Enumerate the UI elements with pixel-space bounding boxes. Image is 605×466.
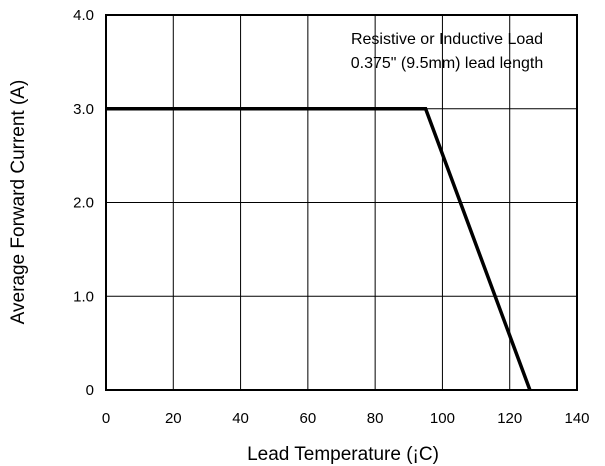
x-tick-label: 140	[564, 410, 589, 427]
y-tick-label: 3.0	[73, 101, 94, 118]
x-tick-label: 80	[367, 410, 384, 427]
series-layer	[106, 107, 532, 391]
y-tick-label: 2.0	[73, 195, 94, 212]
derating-curve	[106, 107, 532, 391]
x-tick-label: 40	[232, 410, 249, 427]
x-tick-label: 0	[102, 410, 110, 427]
x-tick-label: 20	[165, 410, 182, 427]
y-tick-label: 0	[86, 382, 94, 399]
y-tick-label: 4.0	[73, 7, 94, 24]
x-tick-label: 100	[430, 410, 455, 427]
y-tick-label: 1.0	[73, 288, 94, 305]
x-axis-label: Lead Temperature (¡C)	[247, 444, 439, 465]
x-tick-labels: 0 20 40 60 80 100 120 140	[102, 410, 590, 427]
y-axis-label: Average Forward Current (A)	[8, 80, 29, 325]
x-tick-label: 60	[300, 410, 317, 427]
plot-frame	[105, 14, 578, 391]
y-tick-labels: 0 1.0 2.0 3.0 4.0	[73, 7, 94, 399]
x-tick-label: 120	[497, 410, 522, 427]
annotation-line-1: Resistive or Inductive Load	[351, 31, 543, 48]
annotation-line-2: 0.375" (9.5mm) lead length	[351, 55, 543, 72]
